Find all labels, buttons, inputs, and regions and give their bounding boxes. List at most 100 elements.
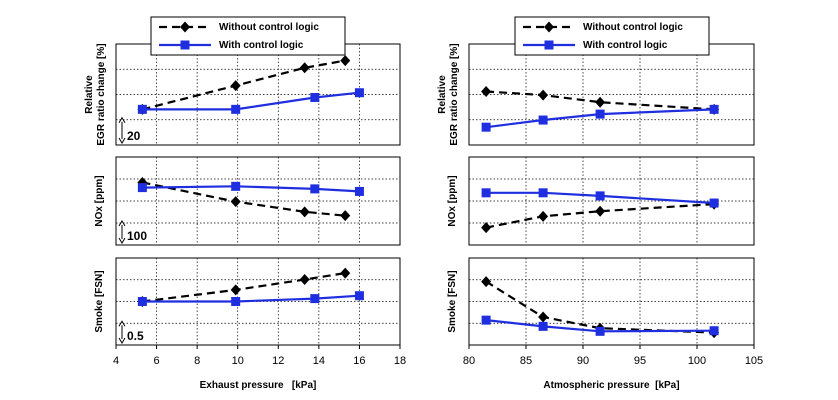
legend-marker-with <box>544 40 554 50</box>
legend-label-without: Without control logic <box>219 22 319 33</box>
data-point-with <box>137 183 147 193</box>
subplot-left-2: Smoke [FSN] 0.5 4 6 8 10 12 14 16 18 Exhaust press… <box>94 257 406 391</box>
scale-arrow-down <box>118 337 126 344</box>
legend: Without control logic With control logic <box>514 16 710 56</box>
series-line-without <box>142 181 346 217</box>
x-tick-label: 8 <box>194 355 200 367</box>
x-tick-label: 100 <box>688 355 706 367</box>
data-point-with <box>137 297 147 306</box>
x-tick-label: 12 <box>272 355 284 367</box>
series-line-without <box>142 59 346 111</box>
y-axis-label: EGR ratio change [%] <box>96 43 107 145</box>
data-point-without <box>595 96 606 108</box>
subplot-left-0: Relative EGR ratio change [%] 20 <box>84 43 401 146</box>
series-line-with <box>142 185 360 193</box>
data-point-without <box>230 284 241 296</box>
x-axis-label: Atmospheric pressure [kPa] <box>543 380 679 391</box>
y-axis-label: Relative <box>437 75 448 114</box>
data-point-with <box>354 88 364 98</box>
plot-frame <box>468 156 755 246</box>
data-point-with <box>231 104 241 114</box>
data-point-with <box>310 92 320 102</box>
legend-marker-with <box>180 40 190 50</box>
data-point-without <box>340 55 351 67</box>
x-tick-label: 16 <box>353 355 365 367</box>
data-point-with <box>137 104 147 114</box>
data-point-without <box>340 210 351 222</box>
data-point-without <box>230 80 241 92</box>
y-axis-label: NOx [ppm] <box>94 175 105 226</box>
y-axis-label: EGR ratio change [%] <box>449 43 460 145</box>
subplot-right-0: Relative EGR ratio change [%] <box>437 43 755 146</box>
scale-arrow-up <box>118 320 126 327</box>
data-point-without <box>538 311 549 323</box>
data-point-without <box>299 62 310 74</box>
scale-arrow-up <box>118 116 126 124</box>
scale-label: 100 <box>127 229 147 243</box>
data-point-without <box>481 222 492 234</box>
x-tick-label: 95 <box>634 355 646 367</box>
x-tick-label: 105 <box>745 355 763 367</box>
legend-label-with: With control logic <box>583 40 668 51</box>
y-axis-label: Smoke [FSN] <box>94 270 105 332</box>
legend-label-without: Without control logic <box>583 22 683 33</box>
data-point-with <box>538 321 548 331</box>
series-line-with <box>485 108 715 129</box>
data-point-with <box>709 326 719 336</box>
data-point-without <box>481 276 492 288</box>
data-point-with <box>310 184 320 194</box>
data-point-with <box>481 315 491 325</box>
legend-marker-without <box>180 21 190 33</box>
legend-marker-without <box>544 21 554 33</box>
legend-label-with: With control logic <box>219 40 304 51</box>
data-point-without <box>538 89 549 101</box>
x-tick-label: 85 <box>520 355 532 367</box>
scale-label: 20 <box>127 129 141 143</box>
x-tick-label: 10 <box>232 355 244 367</box>
series-line-without <box>142 272 346 303</box>
subplot-right-1: NOx [ppm] <box>447 156 755 246</box>
data-point-without <box>538 210 549 222</box>
data-point-with <box>709 198 719 208</box>
subplot-right-2: Smoke [FSN] 80 85 90 95 100 105 Atmospheric pre… <box>447 257 763 391</box>
data-point-with <box>709 104 719 114</box>
data-point-with <box>538 115 548 125</box>
series-line-with <box>485 319 715 333</box>
data-point-without <box>299 206 310 218</box>
data-point-with <box>538 188 548 198</box>
data-point-without <box>595 205 606 217</box>
data-point-without <box>481 86 492 98</box>
data-point-with <box>481 122 491 132</box>
x-tick-label: 4 <box>113 355 119 367</box>
y-axis-label: Relative <box>84 75 95 114</box>
series-line-with <box>486 191 715 205</box>
chart-panel-left: Relative EGR ratio change [%] 20 NOx [ppm] 1… <box>84 16 406 391</box>
subplot-left-1: NOx [ppm] 100 <box>94 156 401 246</box>
data-point-without <box>230 196 241 208</box>
scale-label: 0.5 <box>127 329 144 343</box>
x-tick-label: 14 <box>313 355 325 367</box>
scale-arrow-down <box>118 237 126 244</box>
data-point-with <box>595 109 605 119</box>
series-line-with <box>142 91 360 111</box>
data-point-without <box>299 273 310 285</box>
x-tick-label: 80 <box>463 355 475 367</box>
data-point-with <box>481 188 491 198</box>
x-tick-label: 18 <box>394 355 406 367</box>
data-point-with <box>595 191 605 201</box>
x-axis-label: Exhaust pressure [kPa] <box>200 380 317 391</box>
scale-arrow-down <box>118 137 126 144</box>
y-axis-label: Smoke [FSN] <box>447 270 458 332</box>
data-point-with <box>354 291 364 301</box>
data-point-with <box>595 326 605 336</box>
data-point-with <box>310 294 320 304</box>
data-point-with <box>231 181 241 191</box>
data-point-without <box>340 267 351 279</box>
series-line-without <box>486 90 715 111</box>
y-axis-label: NOx [ppm] <box>447 175 458 226</box>
scale-arrow-up <box>118 220 126 227</box>
x-tick-label: 6 <box>154 355 160 367</box>
chart-panel-right: Relative EGR ratio change [%] NOx [ppm] Smo… <box>437 16 763 391</box>
data-point-with <box>354 186 364 196</box>
